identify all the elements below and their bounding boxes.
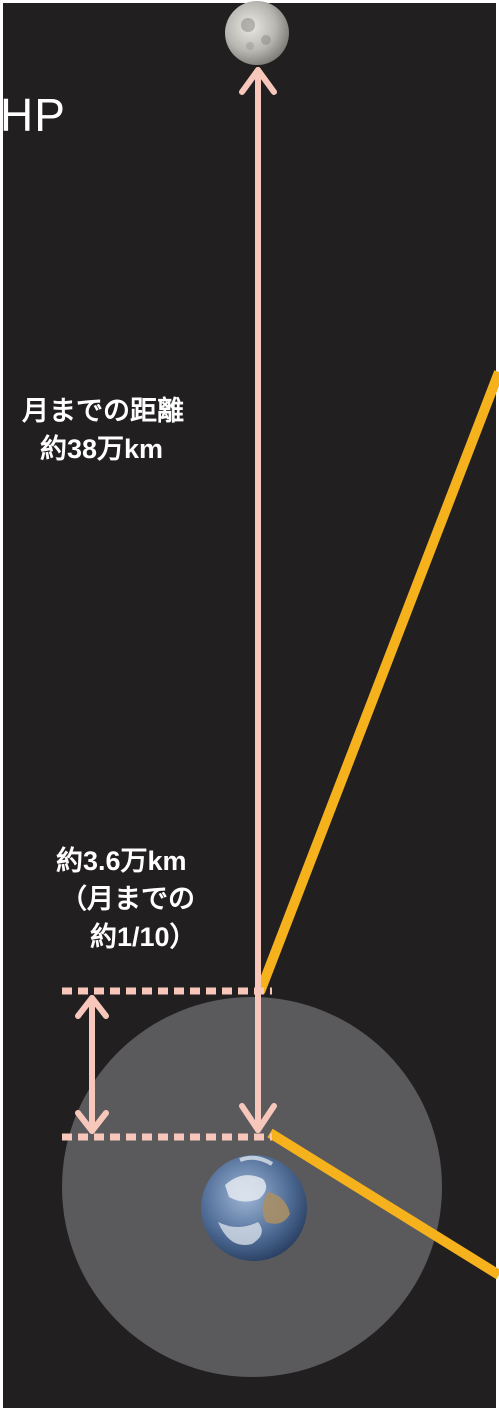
moon-icon (225, 1, 289, 65)
moon-distance-label-line1: 月までの距離 (22, 396, 184, 426)
moon-distance-label-line2: 約38万km (40, 434, 164, 464)
clipped-header-text: HP (0, 89, 66, 141)
altitude-label-line2: （月までの (60, 884, 195, 914)
altitude-label-line3: 約1/10） (90, 922, 197, 952)
altitude-arrow (75, 995, 109, 1134)
moon-distance-arrow (239, 67, 277, 1133)
earth-icon (201, 1155, 307, 1261)
lower-sunbeam (267, 1128, 499, 1280)
upper-sunbeam (255, 370, 499, 994)
altitude-label-line1: 約3.6万km (56, 846, 187, 876)
